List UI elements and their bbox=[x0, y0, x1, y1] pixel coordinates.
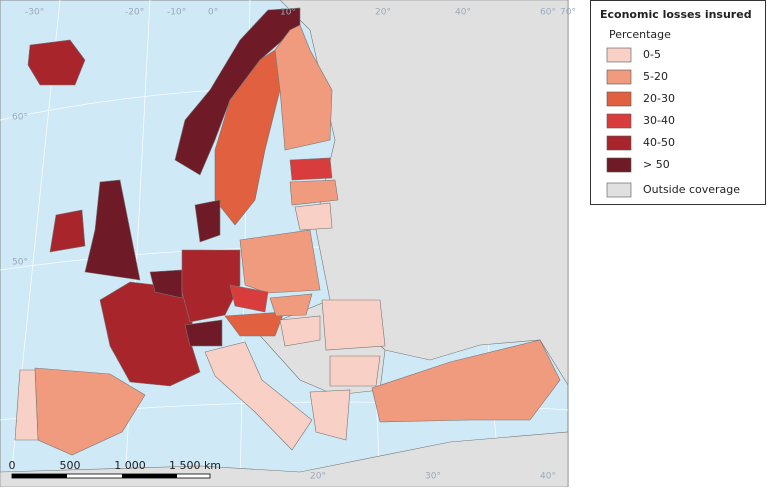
scale-label: 1 000 bbox=[114, 459, 146, 472]
graticule-label: 0° bbox=[208, 8, 218, 18]
scale-bar-segment bbox=[12, 474, 67, 478]
countries bbox=[14, 7, 561, 456]
legend-label: 40-50 bbox=[643, 136, 675, 149]
graticule-label: 10° bbox=[280, 8, 296, 18]
legend-swatch bbox=[606, 157, 632, 173]
legend-swatch bbox=[606, 47, 632, 63]
legend-label: 5-20 bbox=[643, 70, 668, 83]
graticule-label: 70° bbox=[560, 8, 576, 18]
legend-title: Economic losses insured bbox=[600, 8, 752, 21]
legend-label: Outside coverage bbox=[643, 183, 740, 196]
legend-swatch bbox=[606, 182, 632, 198]
scale-bar-segment bbox=[122, 474, 177, 478]
scale-labels: 0 500 1 000 1 500 km bbox=[9, 459, 222, 472]
legend-swatch bbox=[606, 113, 632, 129]
legend-swatch bbox=[606, 135, 632, 151]
map: 0 500 1 000 1 500 km -30° -20° -10° 0° 10° 20° 40… bbox=[0, 0, 576, 488]
legend-subtitle: Percentage bbox=[609, 28, 671, 41]
legend: Economic losses insured Percentage 0-5 5-… bbox=[590, 0, 766, 205]
graticule-label: 50° bbox=[12, 258, 28, 268]
graticule-label: -30° bbox=[25, 8, 44, 18]
scale-bar bbox=[11, 473, 211, 479]
legend-items: 0-5 5-20 20-30 30-40 40-50 > 50 bbox=[606, 47, 675, 173]
graticule-label: 40° bbox=[540, 472, 556, 482]
scale-label: 500 bbox=[60, 459, 81, 472]
graticule-label: 40° bbox=[455, 8, 471, 18]
scale-label: 1 500 km bbox=[169, 459, 221, 472]
legend-label: 20-30 bbox=[643, 92, 675, 105]
graticule-label: 30° bbox=[425, 472, 441, 482]
legend-label: 30-40 bbox=[643, 114, 675, 127]
graticule-label: 20° bbox=[375, 8, 391, 18]
graticule-label: 60° bbox=[540, 8, 556, 18]
legend-swatch bbox=[606, 69, 632, 85]
scale-label: 0 bbox=[9, 459, 16, 472]
graticule-label: -20° bbox=[125, 8, 144, 18]
graticule-labels: -30° -20° -10° 0° 10° 20° 40° 60° 70° 60° 50° 20° 30… bbox=[12, 8, 576, 482]
legend-label: > 50 bbox=[643, 158, 670, 171]
graticule-label: -10° bbox=[167, 8, 186, 18]
legend-swatch bbox=[606, 91, 632, 107]
legend-label: 0-5 bbox=[643, 48, 661, 61]
graticule-label: 60° bbox=[12, 113, 28, 123]
graticule-label: 20° bbox=[310, 472, 326, 482]
